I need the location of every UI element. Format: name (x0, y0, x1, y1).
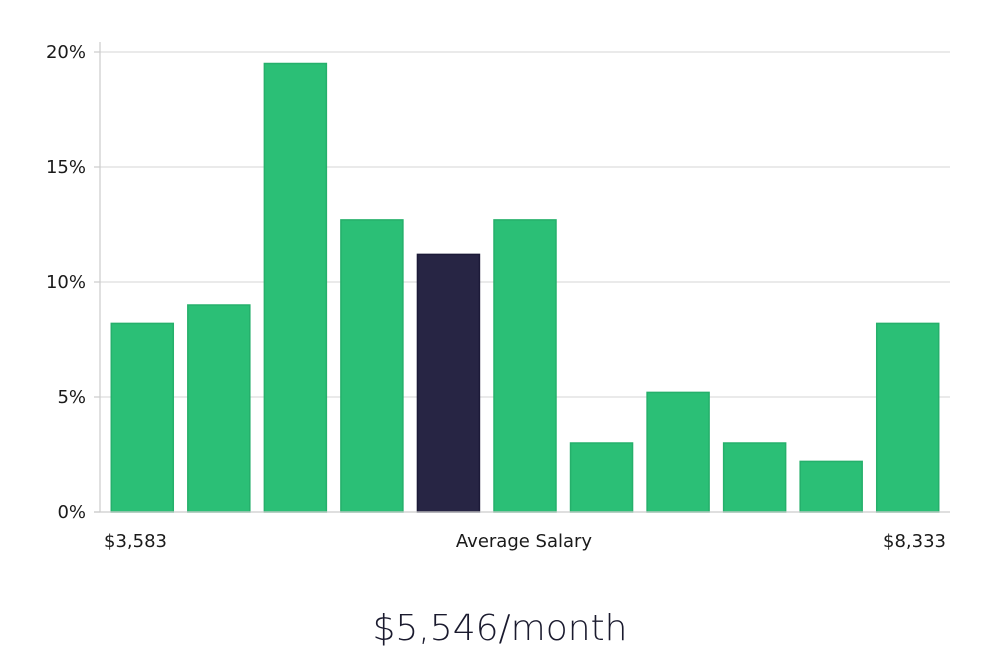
y-tick-label: 15% (46, 157, 86, 178)
histogram-bar (340, 219, 404, 513)
y-tick-label: 10% (46, 272, 86, 293)
histogram-bar (646, 391, 710, 513)
histogram-bar (493, 219, 557, 513)
histogram-bar (799, 460, 863, 513)
x-min-label: $3,583 (104, 531, 167, 552)
histogram-bar (722, 442, 787, 513)
histogram-bar (110, 322, 175, 513)
histogram-bar (263, 62, 328, 513)
histogram-bar (875, 322, 940, 513)
histogram-bar (187, 304, 251, 513)
histogram-bar-highlighted (416, 253, 481, 513)
x-max-label: $8,333 (883, 531, 946, 552)
y-tick-label: 0% (57, 502, 86, 523)
y-tick-label: 20% (46, 42, 86, 63)
x-axis-title: Average Salary (456, 531, 593, 552)
average-salary-value: $5,546/month (372, 608, 628, 649)
histogram-bar (569, 442, 634, 513)
axis-layer: 0% 5% 10% 15% 20% (46, 42, 950, 523)
bars-layer (110, 62, 940, 513)
y-tick-label: 5% (57, 387, 86, 408)
